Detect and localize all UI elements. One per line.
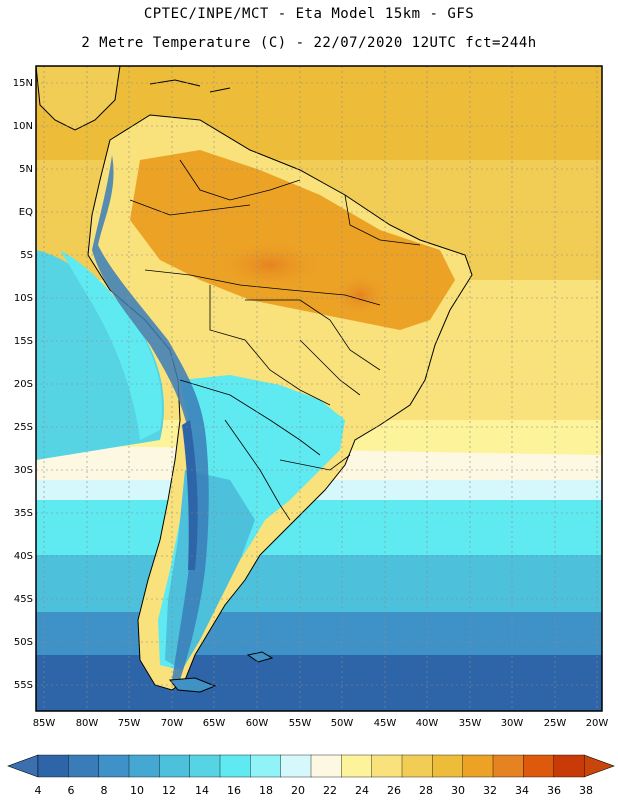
- colorbar-label: 28: [419, 784, 433, 797]
- hotspot-amazon: [215, 240, 325, 290]
- lat-label: 40S: [14, 551, 33, 562]
- colorbar: 4 6 8 10 12 14 16 18 20 22 24 26 28 30 3…: [7, 754, 615, 797]
- band-ocean-cyan: [36, 500, 602, 560]
- country-borders: [129, 159, 421, 521]
- hotspot-northeast: [330, 273, 390, 317]
- lat-label: 5N: [19, 164, 33, 175]
- lat-label: 20S: [14, 379, 33, 390]
- colorbar-cells: [37, 754, 585, 778]
- lon-label: 60W: [246, 718, 269, 729]
- colorbar-cell: [553, 754, 585, 778]
- colorbar-label: 14: [195, 784, 209, 797]
- band-ocean-lightblue: [36, 555, 602, 615]
- colorbar-cell: [432, 754, 464, 778]
- colorbar-label: 38: [579, 784, 593, 797]
- lon-label: 65W: [203, 718, 226, 729]
- pacific-cool-water: [36, 250, 164, 460]
- colorbar-label: 24: [355, 784, 369, 797]
- chart-title: CPTEC/INPE/MCT - Eta Model 15km - GFS: [143, 6, 475, 22]
- colorbar-labels: 4 6 8 10 12 14 16 18 20 22 24 26 28 30 3…: [35, 784, 594, 797]
- pacific-cyan-coast: [60, 250, 162, 440]
- lon-label: 25W: [544, 718, 567, 729]
- lon-label: 20W: [586, 718, 609, 729]
- andes-cold-strip: [92, 155, 209, 680]
- map-frame: [35, 65, 603, 712]
- lat-label: 10S: [14, 293, 33, 304]
- andes-core: [182, 420, 198, 570]
- lat-label: 35S: [14, 508, 33, 519]
- band-ocean-blue: [36, 612, 602, 660]
- land-central-america: [36, 66, 121, 131]
- colorbar-cell: [371, 754, 403, 778]
- colorbar-cell: [341, 754, 373, 778]
- colorbar-label: 4: [35, 784, 42, 797]
- lon-label: 55W: [289, 718, 312, 729]
- lat-label: 15N: [13, 78, 33, 89]
- colorbar-label: 18: [259, 784, 273, 797]
- lon-label: 80W: [76, 718, 99, 729]
- lon-label: 40W: [416, 718, 439, 729]
- colorbar-label: 22: [323, 784, 337, 797]
- colorbar-label: 8: [101, 784, 108, 797]
- caribbean-islands: [149, 79, 231, 93]
- colorbar-label: 20: [291, 784, 305, 797]
- colorbar-cell: [128, 754, 161, 778]
- colorbar-cell: [189, 754, 221, 778]
- colorbar-label: 32: [483, 784, 497, 797]
- colorbar-cell: [159, 754, 191, 778]
- colorbar-label: 12: [162, 784, 176, 797]
- lon-label: 75W: [118, 718, 141, 729]
- map-area: [36, 66, 602, 711]
- lat-label: 55S: [14, 680, 33, 691]
- lon-label: 70W: [161, 718, 184, 729]
- lat-label: 30S: [14, 465, 33, 476]
- colorbar-cell: [37, 754, 70, 778]
- colorbar-label: 6: [68, 784, 75, 797]
- colorbar-label: 10: [130, 784, 144, 797]
- lat-label: 25S: [14, 422, 33, 433]
- colorbar-label: 26: [387, 784, 401, 797]
- colorbar-cell: [280, 754, 312, 778]
- lat-label: EQ: [19, 207, 33, 218]
- longitude-axis: 85W 80W 75W 70W 65W 60W 55W 50W 45W 40W …: [33, 718, 609, 729]
- lat-label: 50S: [14, 637, 33, 648]
- colorbar-label: 34: [515, 784, 529, 797]
- colorbar-low-arrow: [7, 754, 39, 778]
- latitude-axis: 15N 10N 5N EQ 5S 10S 15S 20S 25S 30S 35S…: [13, 78, 33, 691]
- falkland-islands: [246, 651, 274, 663]
- lon-label: 50W: [331, 718, 354, 729]
- lon-label: 45W: [374, 718, 397, 729]
- colorbar-cell: [68, 754, 100, 778]
- colorbar-cell: [523, 754, 555, 778]
- colorbar-cell: [462, 754, 494, 778]
- lat-label: 10N: [13, 121, 33, 132]
- graticule: [36, 66, 602, 711]
- colorbar-cell: [310, 754, 343, 778]
- lat-label: 15S: [14, 336, 33, 347]
- colorbar-label: 36: [547, 784, 561, 797]
- colorbar-label: 16: [227, 784, 241, 797]
- chart-subtitle: 2 Metre Temperature (C) - 22/07/2020 12U…: [81, 35, 537, 51]
- lon-label: 30W: [501, 718, 524, 729]
- colorbar-high-arrow: [583, 754, 615, 778]
- lat-label: 5S: [20, 250, 33, 261]
- colorbar-cell: [98, 754, 130, 778]
- band-ocean-deep: [36, 655, 602, 711]
- lon-label: 35W: [459, 718, 482, 729]
- colorbar-cell: [250, 754, 282, 778]
- colorbar-cell: [219, 754, 252, 778]
- colorbar-label: 30: [451, 784, 465, 797]
- lon-label: 85W: [33, 718, 56, 729]
- lat-label: 45S: [14, 594, 33, 605]
- colorbar-cell: [401, 754, 434, 778]
- colorbar-cell: [492, 754, 525, 778]
